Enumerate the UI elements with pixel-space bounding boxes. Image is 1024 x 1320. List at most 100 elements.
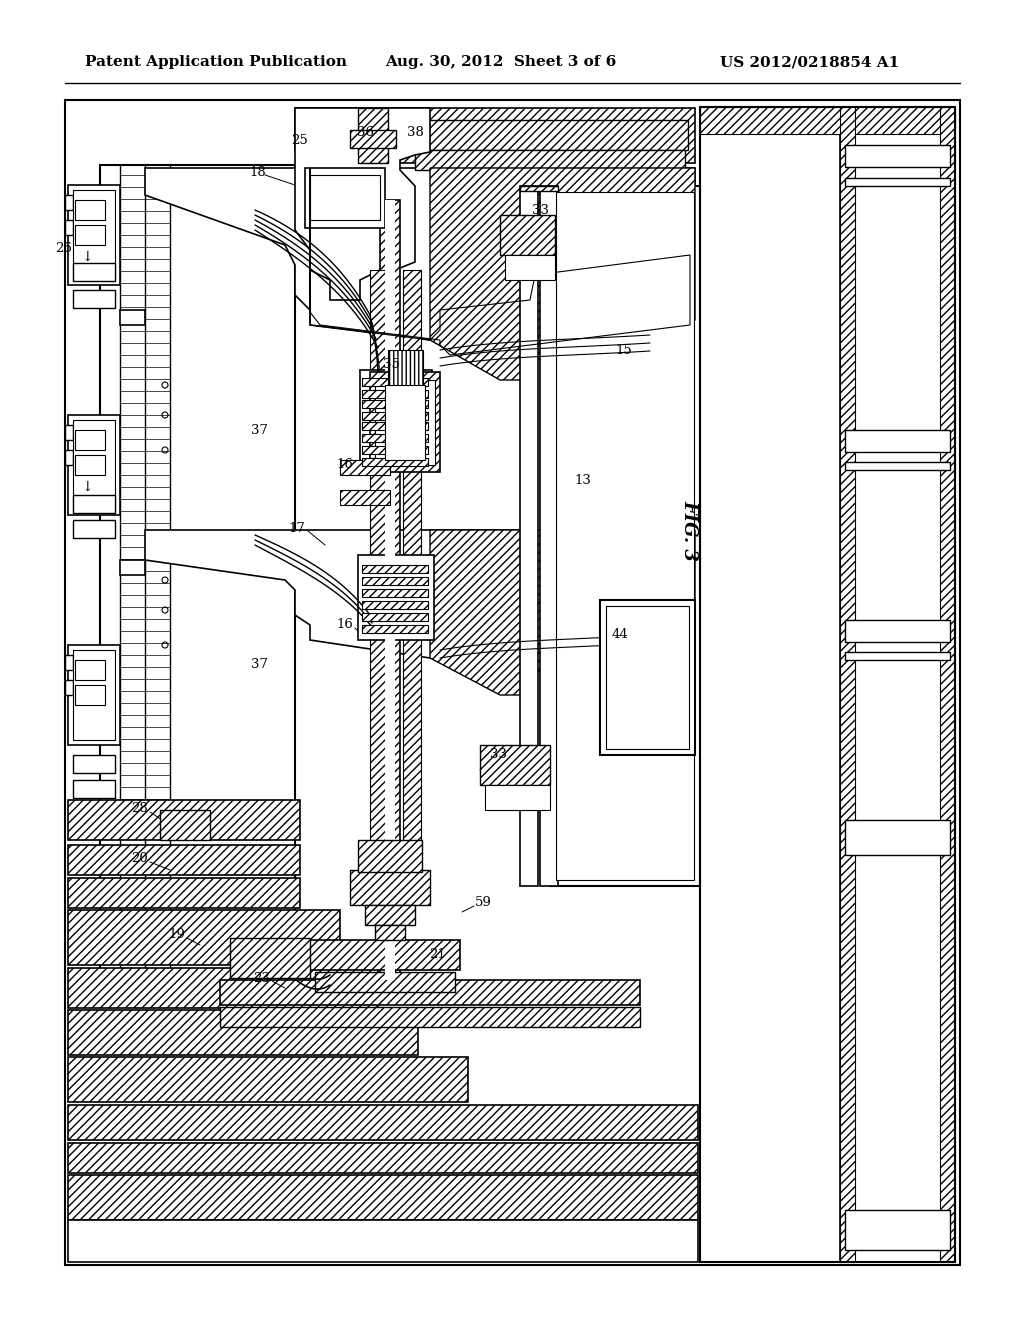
Bar [362,601,428,609]
Bar [380,201,400,979]
Bar [68,845,300,875]
Bar [315,972,455,993]
Bar [370,372,440,473]
Bar [845,620,950,642]
Text: 35: 35 [383,359,400,371]
Bar [298,150,362,168]
Bar [520,186,538,886]
Bar [845,178,950,186]
Bar [400,108,695,162]
Polygon shape [430,531,695,696]
Bar [68,1010,418,1055]
Bar [403,271,421,870]
Text: 21: 21 [430,949,446,961]
Text: 33: 33 [490,748,507,762]
Bar [73,755,115,774]
Bar [520,186,558,191]
Bar [840,107,855,1262]
Bar [68,968,378,1008]
Bar [68,1175,698,1220]
Bar [550,186,700,886]
Bar [700,107,955,135]
Text: ↓: ↓ [81,249,93,264]
Bar [65,655,73,671]
Bar [415,150,685,170]
Bar [480,744,550,785]
Bar [65,100,961,1265]
Bar [500,215,555,255]
Bar [360,370,432,470]
Text: 16: 16 [336,619,353,631]
Bar [845,462,950,470]
Bar [505,255,555,280]
Bar [385,385,425,459]
Bar [362,434,428,442]
Bar [385,201,395,979]
Bar [485,785,550,810]
Bar [375,925,406,940]
Text: ↓: ↓ [81,480,93,494]
Bar [350,129,396,148]
Bar [370,271,388,870]
Bar [120,560,145,576]
Polygon shape [145,531,695,657]
Bar [358,108,388,162]
Bar [75,430,105,450]
Text: 25: 25 [292,133,308,147]
Bar [362,612,428,620]
Bar [362,422,428,430]
Bar [68,878,300,908]
Bar [73,263,115,281]
Bar [65,680,73,696]
Bar [75,685,105,705]
Bar [73,420,115,510]
Bar [845,145,950,168]
Polygon shape [295,108,430,300]
Text: 37: 37 [251,659,268,672]
Bar [362,577,428,585]
Text: 36: 36 [356,127,374,140]
Bar [556,191,694,880]
Bar [845,652,950,660]
Text: 23: 23 [253,972,270,985]
Bar [362,624,428,634]
Bar [73,649,115,741]
Bar [75,660,105,680]
Bar [310,176,380,220]
Text: Patent Application Publication: Patent Application Publication [85,55,347,69]
Bar [75,224,105,246]
Bar [362,589,428,597]
Bar [230,939,310,978]
Text: Aug. 30, 2012  Sheet 3 of 6: Aug. 30, 2012 Sheet 3 of 6 [385,55,616,69]
Bar [840,107,955,1262]
Bar [365,906,415,925]
Text: FIG. 3: FIG. 3 [680,499,698,561]
Bar [295,108,415,150]
Bar [606,606,689,748]
Bar [430,168,685,186]
Bar [358,840,422,873]
Bar [375,380,435,465]
Bar [75,455,105,475]
Bar [65,195,73,210]
Bar [362,458,428,466]
Bar [305,168,385,228]
Bar [310,940,460,970]
Bar [68,909,340,965]
Text: 28: 28 [131,801,148,814]
Bar [65,425,73,440]
Bar [68,414,120,515]
Polygon shape [430,168,695,380]
Text: 13: 13 [574,474,591,487]
Bar [68,645,120,744]
Bar [362,378,428,385]
Bar [540,186,558,886]
Bar [305,108,406,125]
Bar [68,185,120,285]
Bar [120,310,145,325]
Text: 37: 37 [251,424,268,437]
Text: 16: 16 [336,458,353,471]
Bar [68,1143,698,1173]
Text: 17: 17 [288,521,305,535]
Bar [362,400,428,408]
